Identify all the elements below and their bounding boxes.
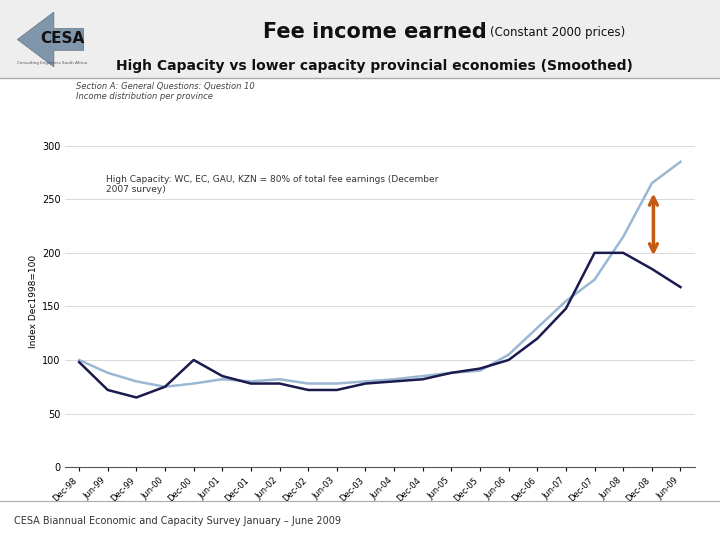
Low capacity (562, 305, 570, 312)
Low capacity (418, 376, 427, 382)
Low capacity (161, 383, 169, 390)
High capacity (447, 369, 456, 376)
Polygon shape (17, 12, 84, 67)
Text: CESA Biannual Economic and Capacity Survey January – June 2009: CESA Biannual Economic and Capacity Surv… (14, 516, 341, 526)
High capacity (504, 352, 513, 358)
Line: High capacity: High capacity (79, 162, 680, 387)
Low capacity (447, 369, 456, 376)
Low capacity (476, 365, 485, 372)
Low capacity (361, 380, 370, 387)
Low capacity (590, 249, 599, 256)
High capacity (104, 369, 112, 376)
High capacity (247, 378, 256, 384)
High capacity (562, 298, 570, 304)
Low capacity (333, 387, 341, 393)
Low capacity (132, 394, 140, 401)
Low capacity (533, 335, 541, 342)
Text: Section A: General Questions: Question 10: Section A: General Questions: Question 1… (76, 82, 254, 91)
Text: High Capacity vs lower capacity provincial economies (Smoothed): High Capacity vs lower capacity provinci… (116, 59, 633, 73)
Low capacity (75, 359, 84, 366)
Low capacity (304, 387, 312, 393)
Text: Fee income earned: Fee income earned (263, 22, 486, 43)
High capacity (304, 380, 312, 387)
High capacity (161, 383, 169, 390)
High capacity (275, 376, 284, 382)
High capacity (590, 276, 599, 283)
High capacity (390, 376, 398, 382)
High capacity (619, 233, 628, 240)
Low capacity (218, 373, 227, 379)
High capacity (132, 378, 140, 384)
Line: Low capacity: Low capacity (79, 253, 680, 397)
Text: Consulting Engineers South Africa: Consulting Engineers South Africa (17, 61, 87, 65)
High capacity (189, 380, 198, 387)
High capacity (75, 357, 84, 363)
High capacity (676, 159, 685, 165)
Text: High Capacity: WC, EC, GAU, KZN = 80% of total fee earnings (December
2007 surve: High Capacity: WC, EC, GAU, KZN = 80% of… (106, 175, 438, 194)
Text: (Constant 2000 prices): (Constant 2000 prices) (490, 26, 626, 39)
High capacity (218, 376, 227, 382)
Text: Income distribution per province: Income distribution per province (76, 92, 212, 101)
High capacity (333, 380, 341, 387)
Low capacity (676, 284, 685, 291)
Low capacity (619, 249, 628, 256)
Low capacity (275, 380, 284, 387)
Low capacity (504, 357, 513, 363)
High capacity (361, 378, 370, 384)
Low capacity (647, 266, 656, 272)
Y-axis label: Index Dec1998=100: Index Dec1998=100 (29, 254, 38, 348)
Low capacity (247, 380, 256, 387)
High capacity (418, 373, 427, 379)
High capacity (476, 367, 485, 374)
Low capacity (189, 357, 198, 363)
Low capacity (390, 378, 398, 384)
Low capacity (104, 387, 112, 393)
High capacity (647, 180, 656, 186)
Text: CESA: CESA (40, 31, 84, 46)
High capacity (533, 325, 541, 331)
